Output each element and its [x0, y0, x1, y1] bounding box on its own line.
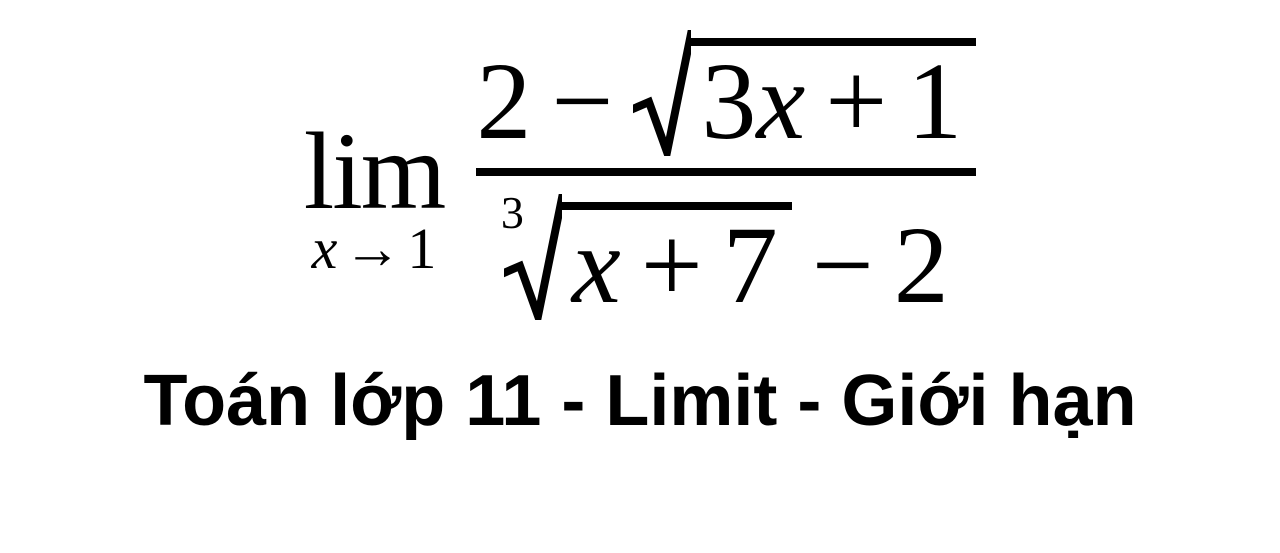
fraction-bar [476, 168, 976, 176]
fraction: 2 − 3 x + 1 3 [476, 30, 976, 320]
lim-subscript: x → 1 [312, 220, 437, 278]
page: lim x → 1 2 − 3 x + 1 [0, 0, 1280, 553]
root-index: 3 [501, 190, 524, 236]
den-trailing: 2 [894, 210, 949, 320]
limit-expression: lim x → 1 2 − 3 x + 1 [304, 30, 977, 320]
den-cuberoot: 3 x + 7 [504, 194, 792, 320]
num-sqrt: 3 x + 1 [633, 30, 976, 156]
den-rad-b: 7 [723, 210, 778, 320]
den-rad-op: + [641, 210, 703, 320]
numerator: 2 − 3 x + 1 [476, 30, 976, 156]
caption: Toán lớp 11 - Limit - Giới hạn [143, 360, 1136, 442]
denominator: 3 x + 7 − 2 [504, 194, 949, 320]
num-rad-op: + [825, 46, 887, 156]
lim-target: 1 [407, 220, 436, 278]
num-radicand: 3 x + 1 [691, 38, 976, 156]
den-rad-var: x [572, 210, 621, 320]
limit-operator: lim x → 1 [304, 116, 445, 278]
den-radicand: x + 7 [562, 202, 792, 320]
num-leading: 2 [476, 46, 531, 156]
den-trailing-op: − [812, 210, 874, 320]
num-rad-a: 3 [701, 46, 756, 156]
radical-icon [633, 30, 691, 156]
num-rad-var: x [756, 46, 805, 156]
lim-word: lim [304, 116, 445, 226]
num-rad-b: 1 [907, 46, 962, 156]
lim-var: x [312, 220, 338, 278]
arrow-icon: → [343, 220, 401, 278]
num-minus: − [551, 46, 613, 156]
